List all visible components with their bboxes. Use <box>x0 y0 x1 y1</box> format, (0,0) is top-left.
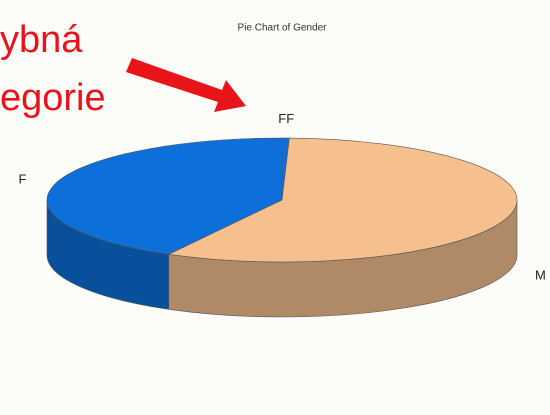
arrow <box>126 58 246 112</box>
annotation: ybná <box>0 19 83 61</box>
chart-title: Pie Chart of Gender <box>238 23 328 34</box>
slice <box>46 137 283 255</box>
pie <box>46 137 518 318</box>
annotation: egorie <box>0 77 106 119</box>
slice-label: F <box>19 171 27 186</box>
slice <box>167 137 518 263</box>
slice-label: FF <box>278 111 294 126</box>
slice-label: M <box>535 268 546 283</box>
